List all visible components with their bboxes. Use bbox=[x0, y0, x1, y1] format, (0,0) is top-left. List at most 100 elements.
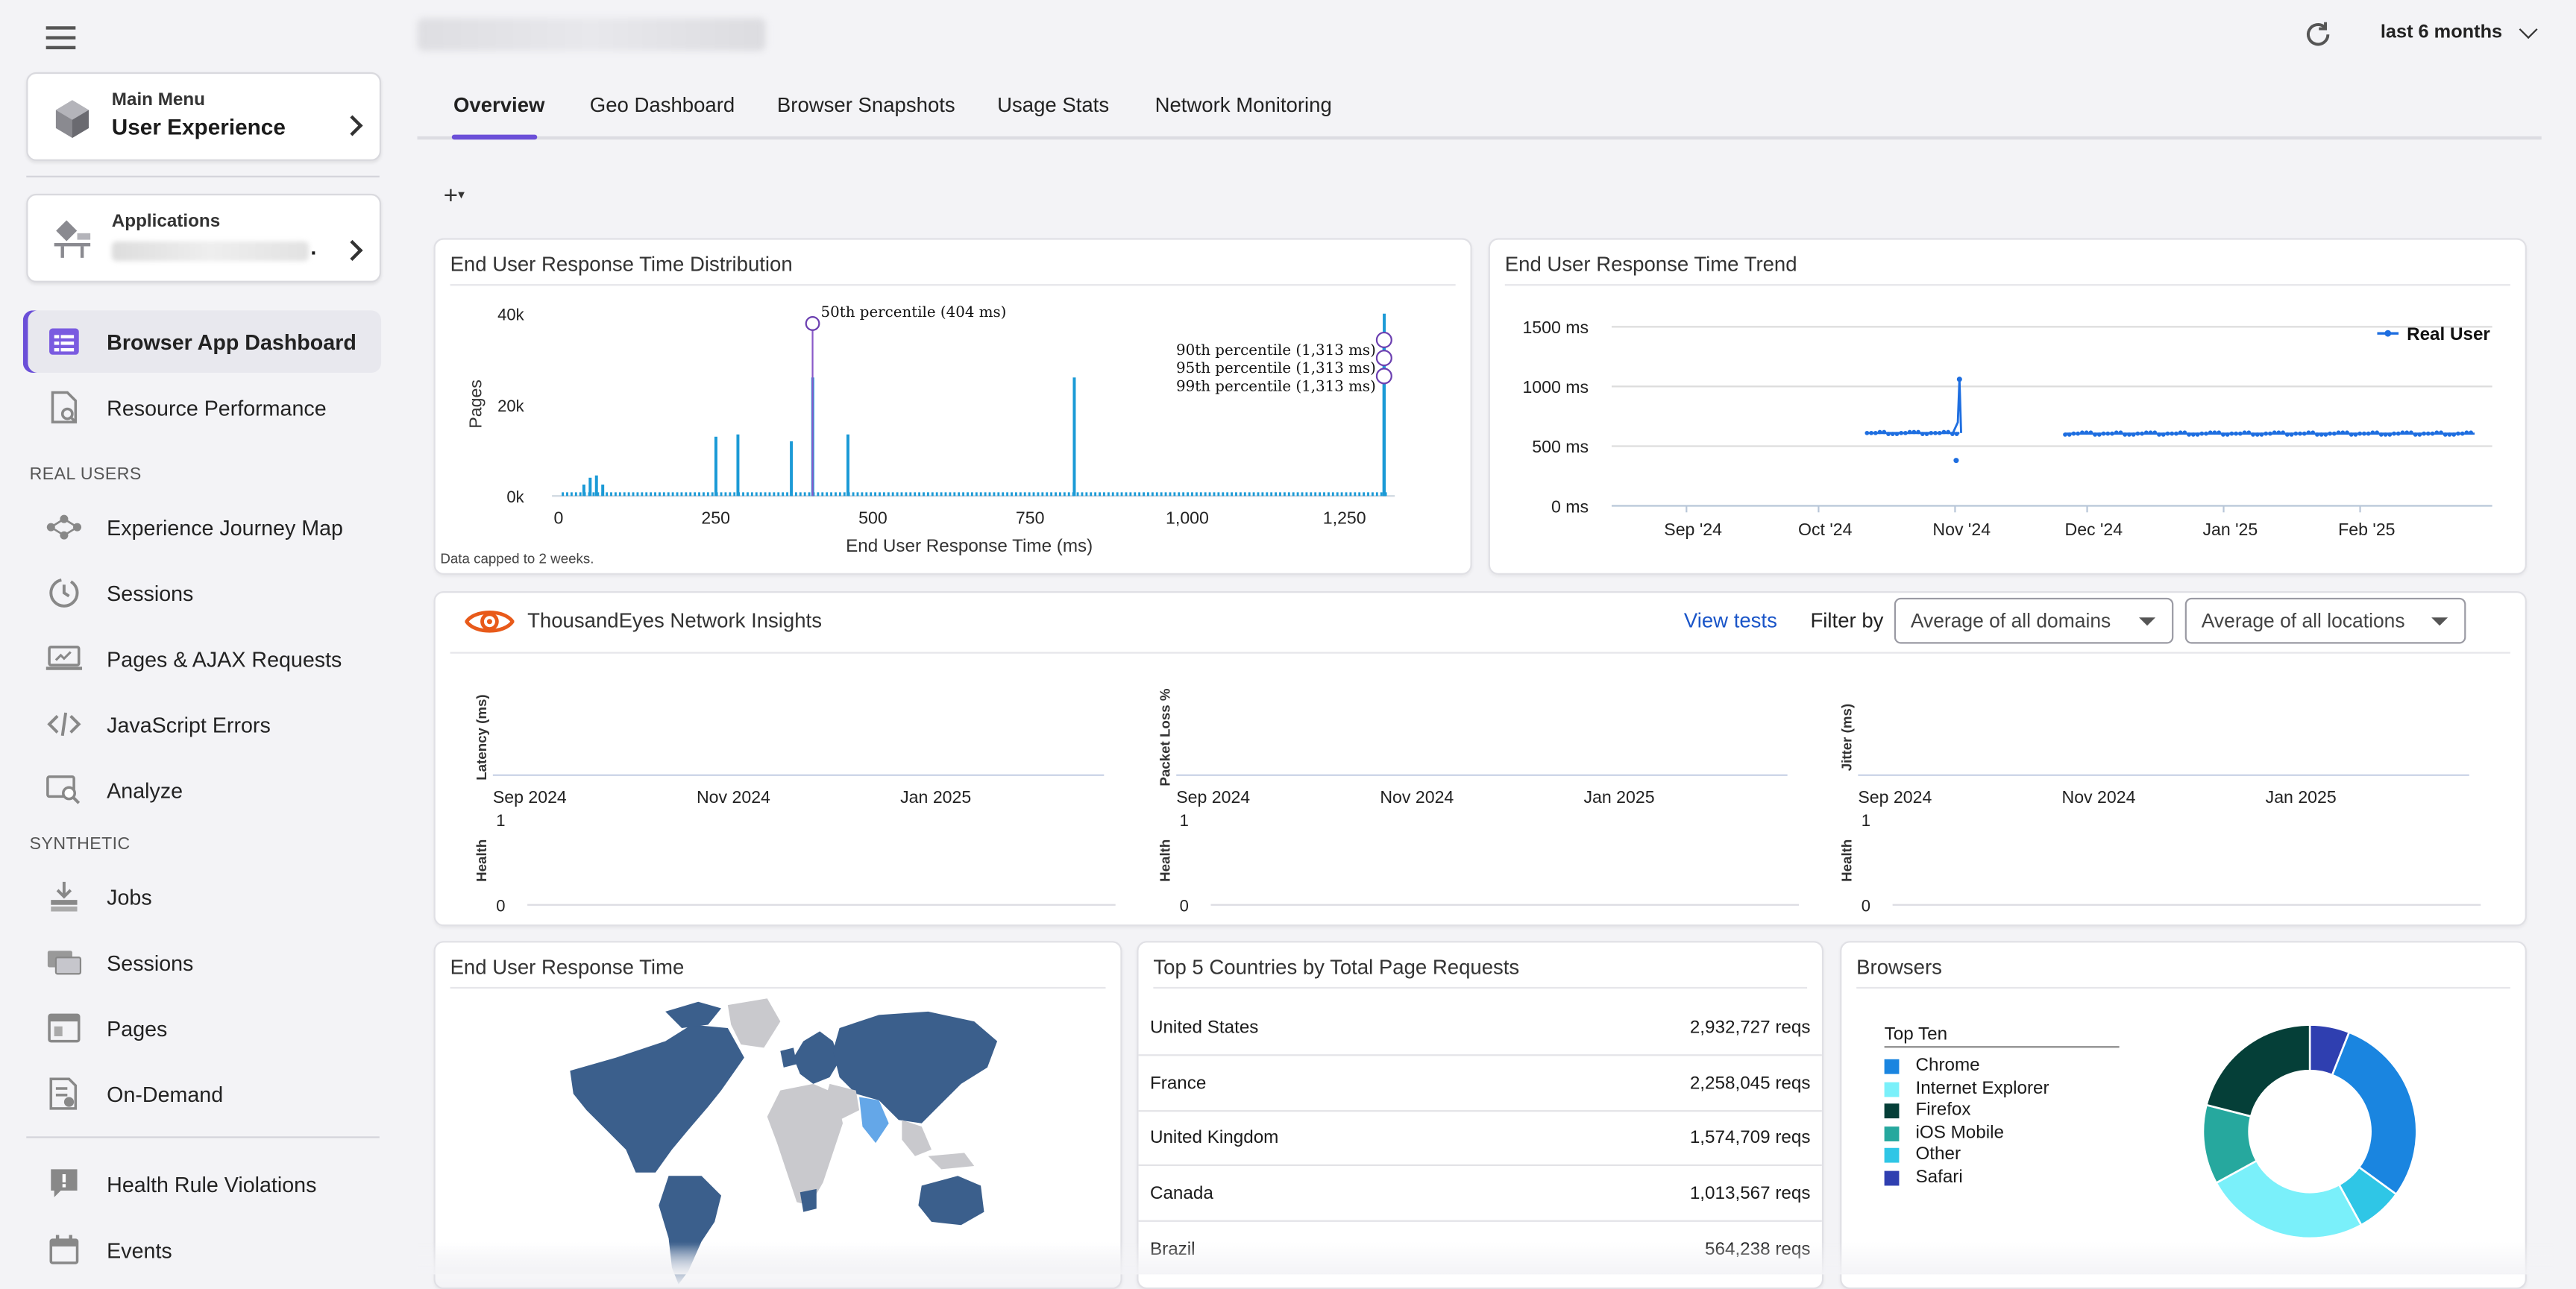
sidebar-item-health-rule-violations[interactable]: Health Rule Violations bbox=[23, 1153, 381, 1215]
tab-overview[interactable]: Overview bbox=[453, 93, 545, 117]
histogram-baseline-bar bbox=[1067, 492, 1070, 497]
sidebar-item-events[interactable]: Events bbox=[23, 1218, 381, 1281]
data-point bbox=[1899, 430, 1904, 435]
view-tests-link[interactable]: View tests bbox=[1683, 609, 1777, 633]
data-point bbox=[2101, 431, 2106, 436]
legend-item[interactable]: Safari bbox=[1884, 1167, 1963, 1188]
location-select[interactable]: Average of all locations bbox=[2184, 597, 2466, 644]
histogram-baseline-bar bbox=[768, 492, 771, 497]
country-row[interactable]: United Kingdom 1,574,709 reqs bbox=[1138, 1112, 1822, 1166]
country-row[interactable]: United States 2,932,727 reqs bbox=[1138, 1002, 1822, 1056]
legend-label: Other bbox=[1915, 1144, 1961, 1164]
data-point bbox=[2076, 431, 2081, 436]
histogram-baseline-bar bbox=[680, 492, 683, 497]
legend-item[interactable]: Other bbox=[1884, 1144, 1961, 1164]
country-row[interactable]: France 2,258,045 reqs bbox=[1138, 1058, 1822, 1112]
x-tick-label: Jan '25 bbox=[2202, 520, 2258, 539]
data-point bbox=[2140, 431, 2144, 436]
data-point bbox=[2190, 432, 2196, 437]
legend-item[interactable]: Chrome bbox=[1884, 1056, 1980, 1076]
applications-card[interactable]: Applications . bbox=[26, 193, 382, 283]
sidebar-item-label: Browser App Dashboard bbox=[107, 329, 356, 354]
menu-icon[interactable] bbox=[45, 25, 76, 51]
analyze-icon bbox=[46, 772, 82, 807]
tab-usage-stats[interactable]: Usage Stats bbox=[997, 93, 1110, 117]
sidebar-item-jobs[interactable]: Jobs bbox=[23, 866, 381, 928]
sidebar-item-javascript-errors[interactable]: JavaScript Errors bbox=[23, 693, 381, 756]
country-row[interactable]: Brazil 564,238 reqs bbox=[1139, 1222, 1822, 1276]
sidebar-item-synthetic-sessions[interactable]: Sessions bbox=[23, 931, 381, 994]
map-bottom-fade bbox=[435, 1244, 1121, 1288]
world-map bbox=[570, 998, 998, 1285]
main-menu-card[interactable]: Main Menu User Experience bbox=[26, 72, 382, 161]
network-insights-panel: ThousandEyes Network Insights View tests… bbox=[433, 591, 2527, 927]
data-point bbox=[1937, 430, 1942, 435]
y-tick-label: 20k bbox=[497, 397, 524, 415]
data-point bbox=[2143, 430, 2149, 435]
histogram-baseline-bar bbox=[838, 492, 841, 497]
data-point bbox=[2306, 430, 2311, 435]
data-point bbox=[2434, 430, 2440, 435]
on-demand-icon bbox=[46, 1076, 82, 1112]
histogram-baseline-bar bbox=[1103, 492, 1105, 497]
histogram-baseline-bar bbox=[1208, 492, 1211, 497]
histogram-baseline-bar bbox=[1213, 492, 1216, 497]
applications-value: . bbox=[310, 235, 317, 260]
data-point bbox=[2161, 432, 2166, 437]
histogram-baseline-bar bbox=[592, 492, 595, 497]
sidebar-item-pages[interactable]: Pages bbox=[23, 997, 381, 1059]
sidebar-item-on-demand[interactable]: On-Demand bbox=[23, 1062, 381, 1125]
caret-down-icon: ▾ bbox=[458, 187, 465, 202]
chevron-right-icon bbox=[342, 239, 363, 261]
tab-browser-snapshots[interactable]: Browser Snapshots bbox=[776, 93, 955, 117]
data-point bbox=[2105, 431, 2111, 436]
time-range-selector[interactable]: last 6 months bbox=[2381, 23, 2502, 42]
domain-select[interactable]: Average of all domains bbox=[1894, 597, 2174, 644]
data-point bbox=[2328, 431, 2332, 436]
data-point bbox=[2425, 431, 2431, 436]
histogram-baseline-bar bbox=[676, 492, 679, 497]
chevron-right-icon bbox=[342, 115, 363, 136]
histogram-baseline-bar bbox=[1134, 492, 1137, 497]
country-row[interactable]: Canada 1,013,567 reqs bbox=[1138, 1167, 1822, 1222]
histogram-baseline-bar bbox=[882, 492, 885, 497]
chevron-down-icon[interactable] bbox=[2519, 20, 2538, 40]
panel-title-rule bbox=[450, 986, 1106, 989]
legend-item[interactable]: iOS Mobile bbox=[1884, 1123, 2004, 1143]
tab-geo-dashboard[interactable]: Geo Dashboard bbox=[589, 93, 735, 117]
histogram-baseline-bar bbox=[1287, 492, 1290, 497]
refresh-icon[interactable] bbox=[2302, 18, 2334, 51]
data-point bbox=[1946, 429, 1951, 435]
data-point bbox=[2284, 432, 2290, 437]
histogram-baseline-bar bbox=[618, 492, 621, 497]
sidebar-item-experience-journey-map[interactable]: Experience Journey Map bbox=[23, 496, 381, 558]
histogram-baseline-bar bbox=[1349, 492, 1352, 497]
asia bbox=[823, 1011, 998, 1156]
data-point bbox=[2182, 430, 2187, 435]
sidebar-item-resource-performance[interactable]: Resource Performance bbox=[23, 376, 381, 438]
data-point bbox=[1954, 432, 1959, 437]
data-point bbox=[2217, 430, 2222, 435]
sidebar-item-browser-app-dashboard[interactable]: Browser App Dashboard bbox=[22, 310, 382, 374]
legend-item[interactable]: Firefox bbox=[1884, 1100, 1971, 1120]
histogram-baseline-bar bbox=[803, 492, 806, 497]
add-widget-button[interactable]: +▾ bbox=[444, 183, 465, 210]
sidebar-item-sessions[interactable]: Sessions bbox=[23, 561, 381, 624]
histogram-baseline-bar bbox=[1248, 492, 1251, 497]
metric-y-label: Jitter (ms) bbox=[1839, 704, 1855, 771]
data-point bbox=[2310, 430, 2316, 435]
tab-network-monitoring[interactable]: Network Monitoring bbox=[1155, 93, 1332, 117]
histogram-baseline-bar bbox=[887, 492, 890, 497]
data-point bbox=[2071, 431, 2076, 436]
sidebar-item-pages-ajax[interactable]: Pages & AJAX Requests bbox=[23, 627, 381, 690]
code-icon bbox=[46, 706, 82, 742]
legend-item[interactable]: Internet Explorer bbox=[1884, 1079, 2049, 1099]
histogram-baseline-bar bbox=[1063, 492, 1066, 497]
metric-x-tick-label: Sep 2024 bbox=[1176, 787, 1250, 807]
pages-ajax-icon bbox=[45, 640, 83, 676]
sidebar-item-label: Pages & AJAX Requests bbox=[107, 646, 342, 671]
sidebar-item-analyze[interactable]: Analyze bbox=[23, 759, 381, 822]
histogram-baseline-bar bbox=[993, 492, 996, 497]
data-point bbox=[2331, 431, 2337, 436]
metric-y-label: Packet Loss % bbox=[1157, 688, 1172, 786]
